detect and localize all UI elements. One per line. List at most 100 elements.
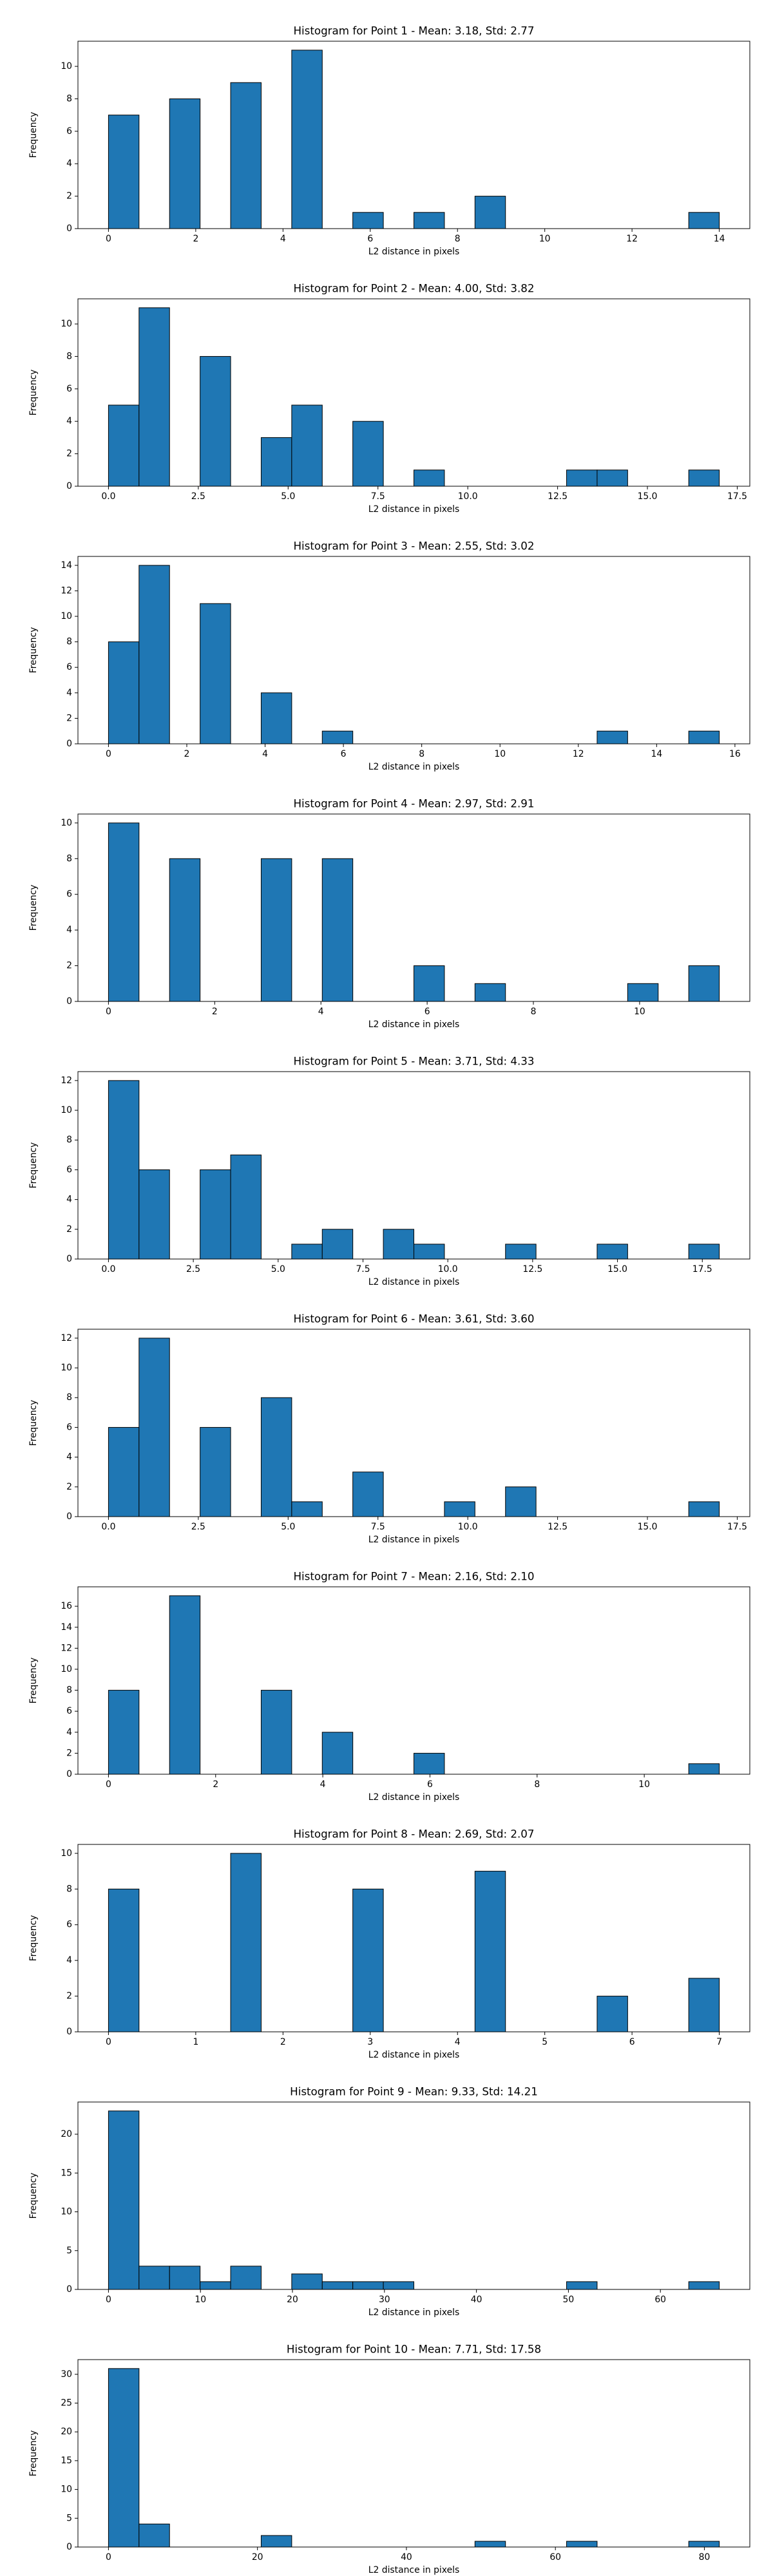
y-tick-label: 15	[61, 2456, 72, 2466]
subplot-title: Histogram for Point 5 - Mean: 3.71, Std:…	[293, 1055, 534, 1068]
x-tick-label: 6	[425, 1007, 430, 1017]
x-tick-label: 5.0	[281, 491, 295, 502]
y-tick-label: 4	[66, 1452, 72, 1463]
histogram-bar	[414, 469, 445, 487]
histogram-bar	[321, 1732, 354, 1775]
histogram-bar	[566, 469, 598, 487]
x-tick-label: 0	[106, 234, 111, 244]
axes-frame	[77, 813, 750, 1002]
x-tick-label: 12.5	[548, 491, 568, 502]
y-tick-label: 8	[66, 853, 72, 864]
x-tick-label: 16	[729, 749, 741, 759]
x-tick-label: 10	[634, 1007, 645, 1017]
y-tick-label: 8	[66, 1392, 72, 1403]
histogram-bar	[474, 2541, 506, 2548]
histogram-bar	[260, 437, 292, 487]
histogram-bar	[169, 2266, 201, 2290]
y-axis-label: Frequency	[28, 112, 39, 158]
y-tick-label: 4	[66, 1195, 72, 1205]
y-tick-label: 16	[61, 1601, 72, 1611]
x-tick-label: 0	[106, 2552, 111, 2562]
subplot-title: Histogram for Point 10 - Mean: 7.71, Std…	[287, 2343, 541, 2356]
histogram-bar	[260, 858, 292, 1002]
x-tick-label: 7.5	[356, 1264, 370, 1274]
y-tick-label: 10	[61, 1664, 72, 1674]
x-tick-label: 40	[471, 2295, 482, 2305]
y-tick-label: 14	[61, 560, 72, 571]
x-tick-label: 14	[651, 749, 662, 759]
x-tick-label: 12	[626, 234, 638, 244]
y-tick-label: 8	[66, 351, 72, 361]
x-axis-label: L2 distance in pixels	[368, 2050, 459, 2060]
axes-frame	[77, 1586, 750, 1775]
histogram-bar	[352, 1472, 384, 1517]
histogram-bar	[383, 2281, 414, 2290]
x-tick-label: 20	[287, 2295, 298, 2305]
histogram-bar	[108, 822, 140, 1002]
y-tick-label: 2	[66, 449, 72, 459]
subplot: Histogram for Point 5 - Mean: 3.71, Std:…	[28, 1055, 750, 1287]
y-tick-label: 2	[66, 1991, 72, 2002]
y-tick-label: 2	[66, 1224, 72, 1235]
x-tick-label: 2	[212, 1007, 218, 1017]
y-tick-label: 12	[61, 1075, 72, 1086]
subplot: Histogram for Point 7 - Mean: 2.16, Std:…	[28, 1570, 750, 1803]
x-tick-label: 4	[280, 234, 286, 244]
y-tick-label: 4	[66, 1727, 72, 1738]
x-tick-label: 12	[573, 749, 584, 759]
y-tick-label: 10	[61, 61, 72, 71]
x-tick-label: 5.0	[281, 1522, 295, 1532]
y-tick-label: 10	[61, 2207, 72, 2217]
y-tick-label: 6	[66, 662, 72, 672]
y-axis-label: Frequency	[28, 1400, 39, 1446]
y-tick-label: 10	[61, 1105, 72, 1115]
histogram-bar	[200, 603, 231, 744]
subplot: Histogram for Point 6 - Mean: 3.61, Std:…	[28, 1312, 750, 1545]
x-tick-label: 8	[534, 1779, 540, 1790]
histogram-bar	[474, 1871, 506, 2032]
histogram-bar	[352, 2281, 384, 2290]
histogram-bar	[688, 1978, 720, 2032]
x-tick-label: 7.5	[371, 1522, 385, 1532]
x-tick-label: 5	[542, 2037, 548, 2047]
x-tick-label: 60	[654, 2295, 666, 2305]
histogram-bar	[108, 1080, 140, 1260]
histogram-bar	[596, 469, 628, 487]
x-tick-label: 0	[106, 2037, 111, 2047]
y-tick-label: 8	[66, 637, 72, 647]
y-tick-label: 4	[66, 925, 72, 935]
x-tick-label: 10.0	[438, 1264, 458, 1274]
histogram-bar	[260, 1397, 292, 1517]
histogram-bar	[321, 1229, 354, 1260]
histogram-bar	[230, 2266, 262, 2290]
x-axis-label: L2 distance in pixels	[368, 2307, 459, 2318]
x-tick-label: 6	[427, 1779, 433, 1790]
x-axis-label: L2 distance in pixels	[368, 1277, 459, 1287]
x-tick-label: 2	[184, 749, 190, 759]
x-tick-label: 1	[193, 2037, 198, 2047]
y-tick-label: 0	[66, 2542, 72, 2552]
y-tick-label: 25	[61, 2398, 72, 2408]
y-tick-label: 2	[66, 1482, 72, 1492]
axes-frame	[77, 298, 750, 487]
histogram-bar	[291, 1244, 323, 1260]
x-tick-label: 15.0	[607, 1264, 627, 1274]
y-tick-label: 2	[66, 191, 72, 202]
y-tick-label: 0	[66, 739, 72, 749]
x-tick-label: 8	[455, 234, 461, 244]
x-tick-label: 2.5	[186, 1264, 200, 1274]
histogram-bar	[505, 1486, 537, 1517]
histogram-bar	[138, 2266, 170, 2290]
histogram-bar	[566, 2281, 598, 2290]
x-tick-label: 0	[106, 2295, 111, 2305]
x-tick-label: 10	[638, 1779, 650, 1790]
x-tick-label: 3	[367, 2037, 373, 2047]
histogram-bar	[321, 2281, 354, 2290]
y-tick-label: 12	[61, 1333, 72, 1343]
histogram-bar	[291, 404, 323, 487]
x-tick-label: 2	[213, 1779, 218, 1790]
y-axis-label: Frequency	[28, 1915, 39, 1962]
y-axis-label: Frequency	[28, 2173, 39, 2219]
histogram-bar	[414, 212, 445, 229]
